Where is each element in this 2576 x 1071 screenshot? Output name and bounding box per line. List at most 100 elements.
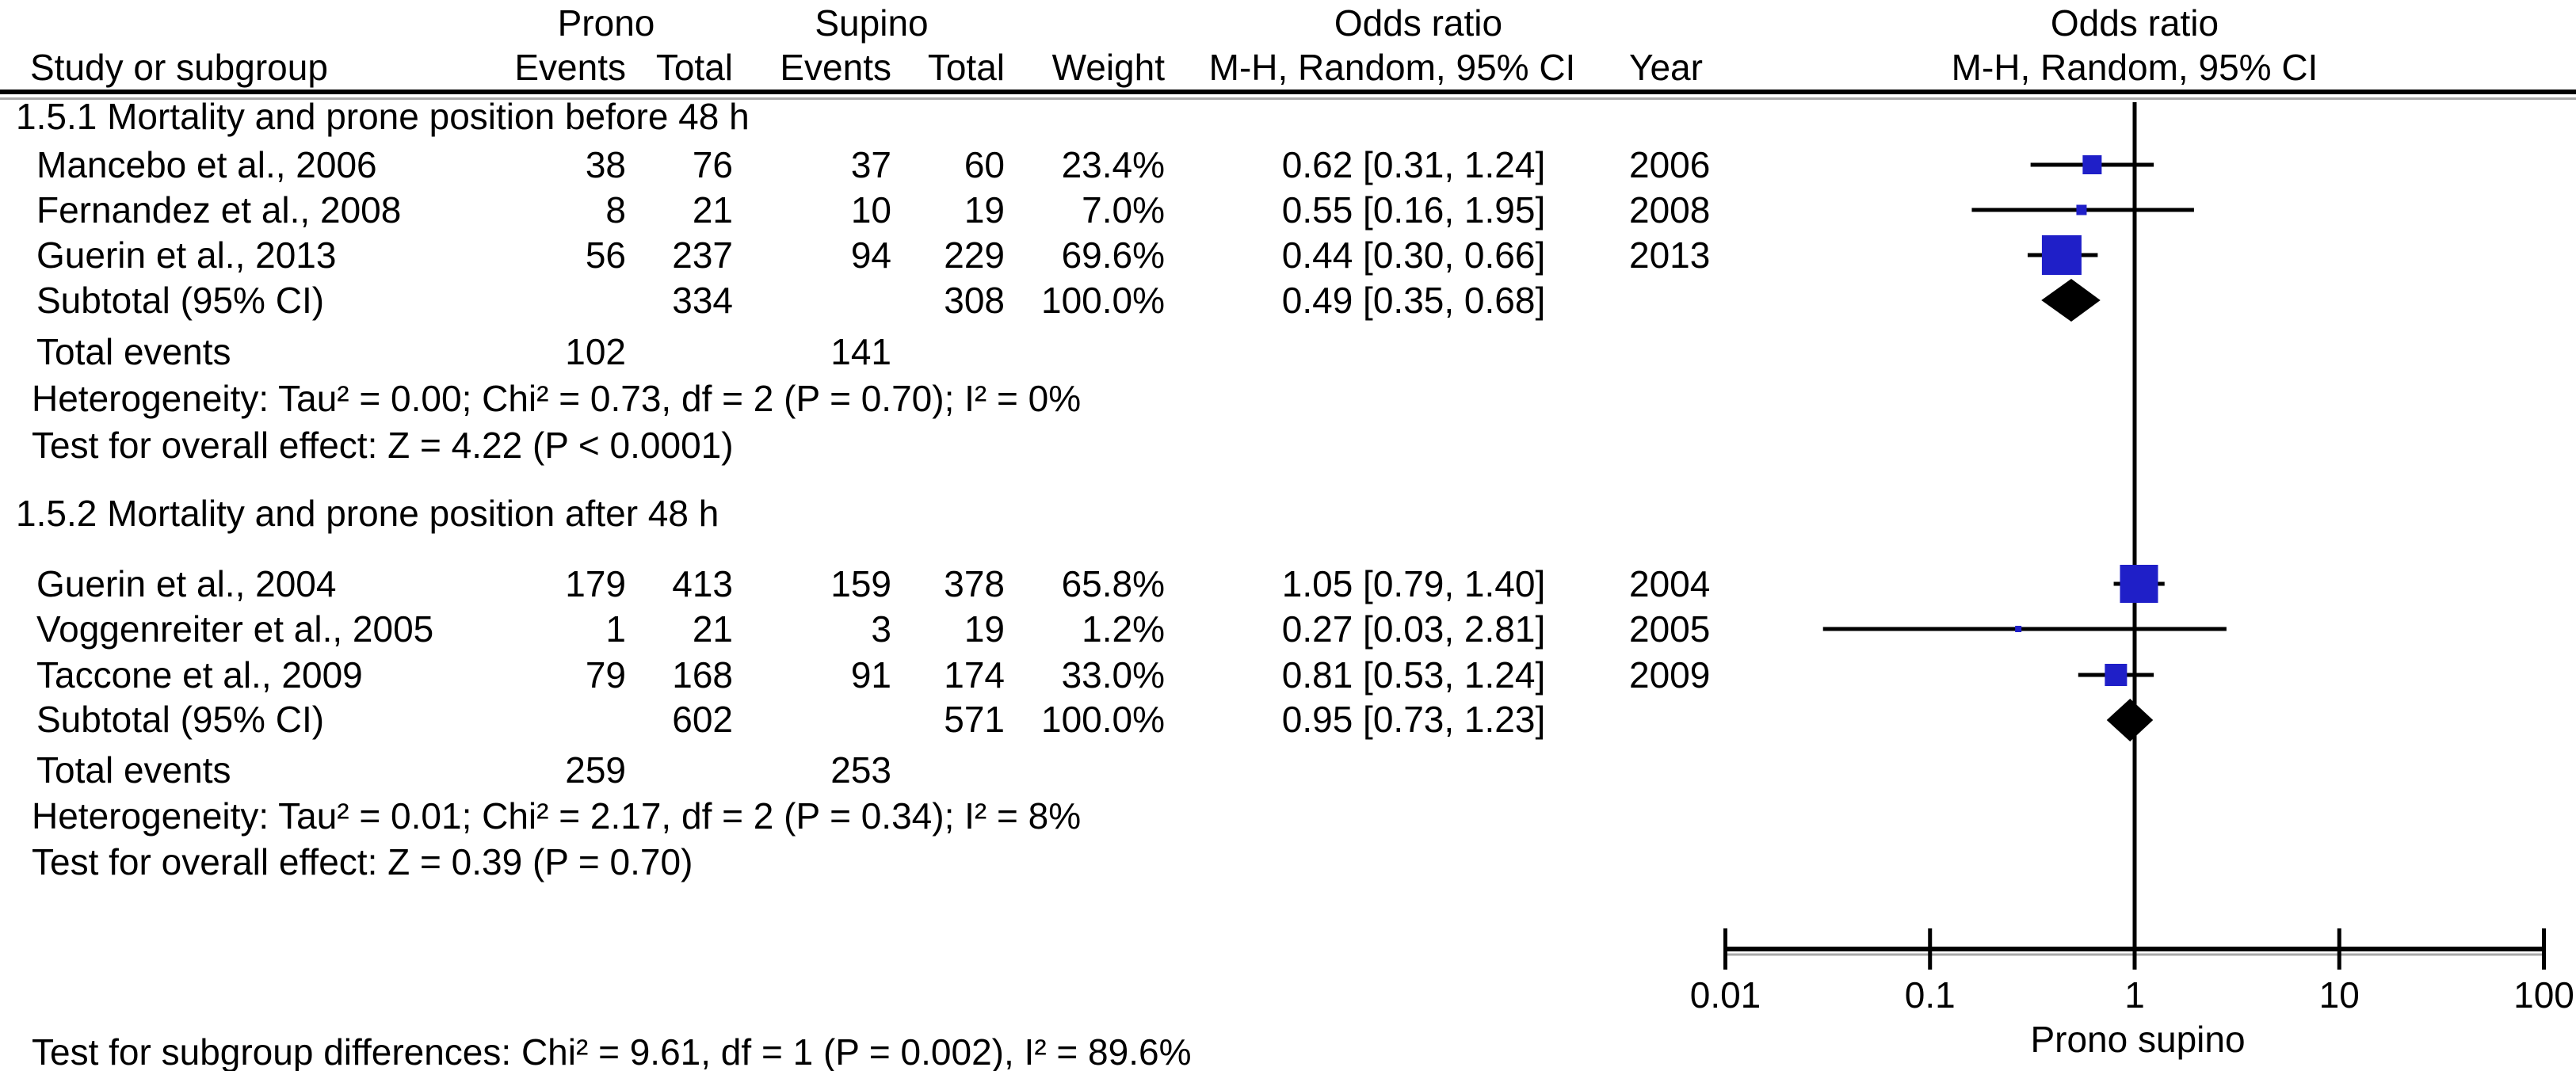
header-rule (0, 90, 2576, 94)
header-study-col: Study or subgroup (30, 47, 328, 88)
year: 2004 (1629, 563, 1711, 604)
x-axis-tick-label: 1 (2124, 974, 2145, 1016)
study-row: Guerin et al., 2013 56 237 94 229 69.6% … (0, 233, 2576, 277)
supino-total: 308 (944, 280, 1005, 321)
or-ci-text: 0.62 [0.31, 1.24] (1281, 144, 1546, 185)
header-row-groups: Prono Supino Odds ratio Odds ratio (0, 1, 2576, 45)
study-row: Taccone et al., 2009 79 168 91 174 33.0%… (0, 653, 2576, 697)
effect-marker (2041, 235, 2082, 275)
weight: 7.0% (1082, 189, 1165, 231)
or-ci-text: 0.27 [0.03, 2.81] (1281, 608, 1546, 650)
supino-total: 19 (964, 189, 1005, 231)
subgroup-title: 1.5.1 Mortality and prone position befor… (16, 96, 750, 137)
header-prono-events: Events (514, 47, 626, 88)
header-odds-ratio-left: Odds ratio (1334, 2, 1503, 44)
study-name: Voggenreiter et al., 2005 (36, 608, 434, 650)
overall-effect-text: Test for overall effect: Z = 0.39 (P = 0… (32, 841, 693, 882)
weight: 100.0% (1040, 699, 1165, 740)
study-name: Fernandez et al., 2008 (36, 189, 402, 231)
prono-events: 56 (585, 234, 626, 276)
prono-total: 237 (672, 234, 733, 276)
supino-total: 229 (944, 234, 1005, 276)
weight: 100.0% (1040, 280, 1165, 321)
supino-events: 10 (850, 189, 891, 231)
study-row: Voggenreiter et al., 2005 1 21 3 19 1.2%… (0, 607, 2576, 651)
or-ci-text: 0.44 [0.30, 0.66] (1281, 234, 1546, 276)
prono-total: 21 (692, 189, 733, 231)
supino-events: 91 (850, 654, 891, 696)
subtotal-row: Subtotal (95% CI) 602 571 100.0% 0.95 [0… (0, 697, 2576, 741)
header-odds-ratio-right: Odds ratio (2050, 2, 2219, 44)
header-supino-events: Events (780, 47, 891, 88)
total-events-supino: 141 (830, 331, 891, 372)
subtotal-diamond (2106, 699, 2154, 741)
or-ci-text: 0.81 [0.53, 1.24] (1281, 654, 1546, 696)
header-group-supino: Supino (815, 2, 929, 44)
or-ci-text: 0.55 [0.16, 1.95] (1281, 189, 1546, 231)
header-row-columns: Study or subgroup Events Total Events To… (0, 45, 2576, 90)
supino-events: 159 (830, 563, 891, 604)
supino-events: 3 (871, 608, 891, 650)
weight: 65.8% (1061, 563, 1165, 604)
or-ci-text: 0.95 [0.73, 1.23] (1281, 699, 1546, 740)
prono-total: 413 (672, 563, 733, 604)
subgroup-1-title-row: 1.5.1 Mortality and prone position befor… (0, 94, 2576, 139)
study-name: Mancebo et al., 2006 (36, 144, 377, 185)
subgroup-2-title-row: 1.5.2 Mortality and prone position after… (0, 491, 2576, 536)
header-group-prono: Prono (557, 2, 655, 44)
study-row: Guerin et al., 2004 179 413 159 378 65.8… (0, 562, 2576, 606)
prono-total: 334 (672, 280, 733, 321)
header-or-method-left: M-H, Random, 95% CI (1208, 47, 1576, 88)
subgroup-title: 1.5.2 Mortality and prone position after… (16, 493, 719, 534)
x-axis-tick-label: 0.1 (1905, 974, 1956, 1016)
heterogeneity-text: Heterogeneity: Tau² = 0.00; Chi² = 0.73,… (32, 378, 1082, 419)
weight: 69.6% (1061, 234, 1165, 276)
total-events-row: Total events 102 141 (0, 330, 2576, 374)
study-row: Fernandez et al., 2008 8 21 10 19 7.0% 0… (0, 188, 2576, 232)
supino-total: 378 (944, 563, 1005, 604)
supino-total: 571 (944, 699, 1005, 740)
heterogeneity-text: Heterogeneity: Tau² = 0.01; Chi² = 2.17,… (32, 795, 1082, 837)
effect-marker (2082, 155, 2102, 174)
total-events-row: Total events 259 253 (0, 748, 2576, 792)
header-or-method-right: M-H, Random, 95% CI (1951, 47, 2318, 88)
supino-total: 60 (964, 144, 1005, 185)
subtotal-label: Subtotal (95% CI) (36, 699, 325, 740)
prono-events: 8 (605, 189, 626, 231)
x-axis-title: Prono supino (2030, 1019, 2245, 1060)
prono-events: 38 (585, 144, 626, 185)
heterogeneity-row: Heterogeneity: Tau² = 0.00; Chi² = 0.73,… (0, 376, 2576, 421)
supino-events: 94 (850, 234, 891, 276)
overall-effect-row: Test for overall effect: Z = 0.39 (P = 0… (0, 840, 2576, 884)
prono-events: 1 (605, 608, 626, 650)
subtotal-label: Subtotal (95% CI) (36, 280, 325, 321)
year: 2006 (1629, 144, 1711, 185)
year: 2008 (1629, 189, 1711, 231)
prono-total: 168 (672, 654, 733, 696)
subgroup-differences-text: Test for subgroup differences: Chi² = 9.… (32, 1031, 1192, 1071)
x-axis-tick-label: 10 (2319, 974, 2360, 1016)
supino-total: 19 (964, 608, 1005, 650)
prono-total: 76 (692, 144, 733, 185)
subgroup-differences-row: Test for subgroup differences: Chi² = 9.… (0, 1030, 2576, 1071)
header-prono-total: Total (655, 47, 733, 88)
or-ci-text: 1.05 [0.79, 1.40] (1281, 563, 1546, 604)
study-row: Mancebo et al., 2006 38 76 37 60 23.4% 0… (0, 143, 2576, 187)
prono-total: 21 (692, 608, 733, 650)
subtotal-row: Subtotal (95% CI) 334 308 100.0% 0.49 [0… (0, 278, 2576, 322)
study-name: Taccone et al., 2009 (36, 654, 363, 696)
total-events-supino: 253 (830, 749, 891, 791)
weight: 1.2% (1082, 608, 1165, 650)
prono-events: 79 (585, 654, 626, 696)
study-name: Guerin et al., 2004 (36, 563, 337, 604)
overall-effect-text: Test for overall effect: Z = 4.22 (P < 0… (32, 425, 734, 466)
year: 2005 (1629, 608, 1711, 650)
overall-effect-row: Test for overall effect: Z = 4.22 (P < 0… (0, 423, 2576, 467)
total-events-label: Total events (36, 749, 231, 791)
supino-events: 37 (850, 144, 891, 185)
total-events-prono: 102 (565, 331, 626, 372)
effect-marker (2076, 204, 2087, 215)
header-supino-total: Total (927, 47, 1005, 88)
study-name: Guerin et al., 2013 (36, 234, 337, 276)
